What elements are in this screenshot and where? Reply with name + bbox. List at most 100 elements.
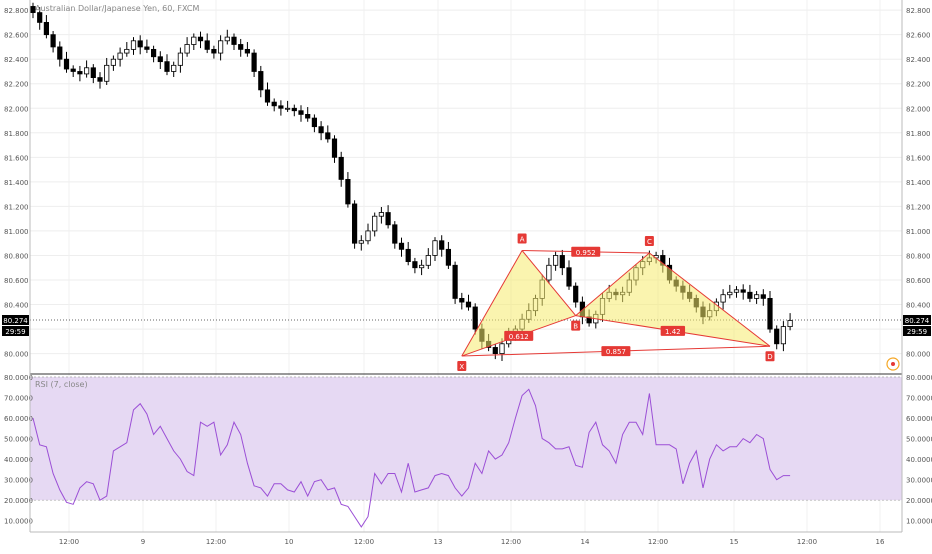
- pattern-ratio-text: 0.857: [606, 348, 626, 356]
- harmonic-pattern[interactable]: X A B C D 0.612 0.952 1.42 0.857: [457, 233, 775, 372]
- rsi-tick-left: 70.0000: [4, 395, 33, 403]
- price-tick-left: 81.400: [4, 179, 29, 187]
- candle-body: [231, 36, 237, 45]
- rsi-tick-left: 20.0000: [4, 497, 33, 505]
- candle-body: [780, 326, 787, 345]
- pattern-xab: [461, 250, 576, 357]
- candle-body: [110, 58, 116, 66]
- candle-body: [63, 58, 70, 70]
- candle-body: [184, 44, 190, 54]
- candle-body: [398, 242, 405, 250]
- pattern-ratio-text: 0.952: [576, 249, 596, 257]
- pattern-point-label: [644, 236, 654, 247]
- pattern-point-label: [571, 320, 581, 331]
- price-pane[interactable]: [30, 0, 902, 373]
- time-tick: 12:00: [797, 538, 817, 546]
- candle-body: [439, 240, 445, 250]
- svg-text:80.274: 80.274: [3, 317, 28, 325]
- candle-body: [492, 347, 498, 355]
- candle-body: [345, 179, 351, 205]
- candle-body: [97, 77, 103, 82]
- candle-body: [311, 117, 318, 128]
- candle-body: [177, 52, 183, 66]
- candle-body: [472, 306, 478, 330]
- rsi-tick-left: 50.0000: [4, 436, 33, 444]
- price-tick-right: 80.600: [906, 277, 931, 285]
- time-tick: 12:00: [354, 538, 374, 546]
- candle-body: [157, 56, 163, 63]
- candle-body: [150, 48, 157, 58]
- candle-body: [244, 48, 250, 54]
- pattern-line: [521, 250, 577, 316]
- price-tick-left: 81.000: [4, 228, 29, 236]
- candle-body: [70, 68, 76, 72]
- price-tick-left: 81.200: [4, 203, 29, 211]
- last-price-left: 80.274 29:59: [2, 315, 29, 336]
- price-tick-right: 81.800: [906, 130, 931, 138]
- rsi-band: [30, 376, 902, 501]
- time-tick: 12:00: [648, 538, 668, 546]
- candle-body: [171, 64, 177, 72]
- candle-body: [553, 255, 559, 266]
- candle-body: [499, 343, 505, 354]
- candle-body: [760, 294, 766, 299]
- price-tick-left: 81.600: [4, 154, 29, 162]
- candle-body: [365, 230, 371, 242]
- price-tick-right: 82.600: [906, 32, 931, 40]
- candle-body: [405, 248, 411, 262]
- price-tick-left: 82.200: [4, 81, 29, 89]
- candle-body: [727, 291, 733, 296]
- price-tick-right: 80.000: [906, 351, 931, 359]
- pattern-line: [575, 252, 650, 316]
- candle-body: [432, 240, 438, 256]
- pattern-point-text: C: [647, 238, 652, 246]
- candle-body: [84, 67, 90, 75]
- candle-body: [211, 48, 217, 54]
- rsi-tick-left: 40.0000: [4, 456, 33, 464]
- price-tick-right: 81.000: [906, 228, 931, 236]
- pattern-point-text: D: [767, 353, 772, 361]
- rsi-band-fill: [30, 377, 902, 501]
- candle-body: [331, 138, 338, 158]
- pattern-ratio-text: 0.612: [509, 333, 529, 341]
- candle-body: [412, 261, 418, 269]
- axes: 82.800 82.800 82.600 82.600 82.400 82.400 82.2…: [4, 7, 932, 546]
- pattern-ratio-label: [571, 246, 601, 257]
- time-tick: 12:00: [206, 538, 226, 546]
- candle-body: [566, 267, 572, 287]
- time-tick: 15: [730, 538, 739, 546]
- price-tick-left: 82.400: [4, 56, 29, 64]
- candle-body: [372, 215, 378, 232]
- rsi-tick-right: 30.0000: [906, 477, 932, 485]
- last-price-right: 80.274 29:59: [903, 315, 931, 336]
- candle-body: [258, 71, 264, 91]
- price-tick-left: 80.400: [4, 302, 29, 310]
- candle-body: [733, 289, 740, 293]
- rsi-line: [32, 388, 791, 528]
- time-tick: 12:00: [59, 538, 79, 546]
- candle-body: [720, 294, 726, 303]
- svg-text:80.274: 80.274: [905, 317, 930, 325]
- candle-body: [392, 224, 398, 244]
- rsi-series: [32, 388, 791, 528]
- candle-body: [224, 36, 230, 42]
- candle-body: [338, 156, 344, 180]
- candle-body: [298, 110, 304, 115]
- price-tick-left: 80.800: [4, 252, 29, 260]
- candle-body: [546, 264, 552, 281]
- pattern-ratio-text: 1.42: [665, 328, 681, 336]
- candle-body: [754, 294, 760, 299]
- candle-body: [30, 6, 36, 13]
- candle-body: [43, 21, 50, 36]
- candle-body: [351, 203, 358, 244]
- price-tick-left: 81.800: [4, 130, 29, 138]
- rsi-tick-right: 20.0000: [906, 497, 932, 505]
- candle-body: [452, 264, 458, 299]
- time-tick: 16: [876, 538, 885, 546]
- candle-body: [774, 328, 780, 345]
- scroll-to-realtime-icon[interactable]: [886, 357, 900, 371]
- price-tick-right: 80.400: [906, 302, 931, 310]
- price-tick-right: 82.800: [906, 7, 931, 15]
- price-tick-right: 80.800: [906, 252, 931, 260]
- price-tick-left: 82.800: [4, 7, 29, 15]
